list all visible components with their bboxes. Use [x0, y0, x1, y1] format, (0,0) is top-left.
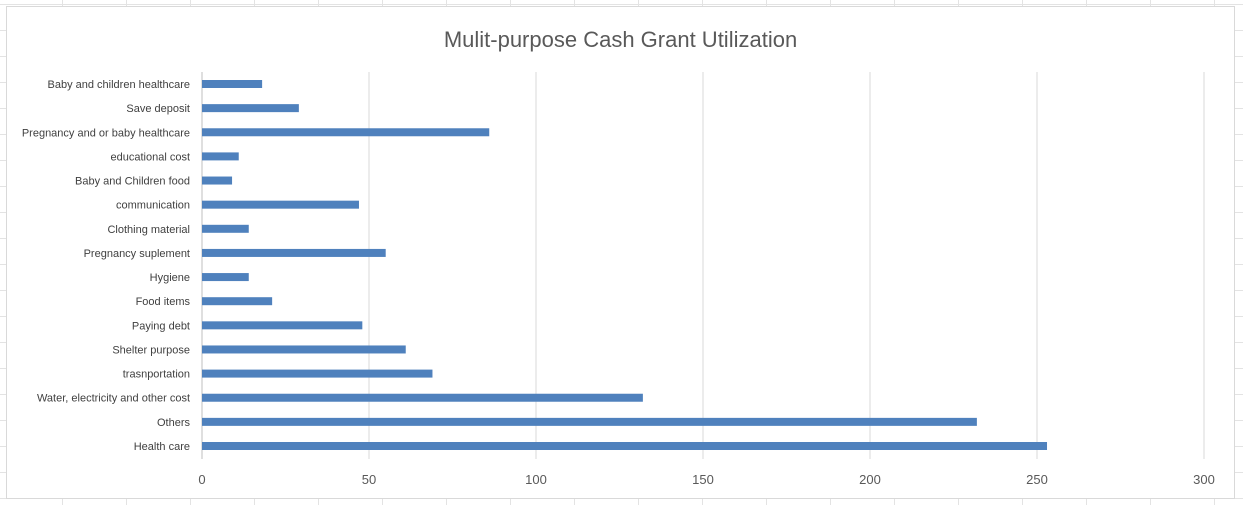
category-label-2: Water, electricity and other cost: [37, 393, 190, 405]
bar-10: [202, 200, 359, 209]
category-label-11: Baby and Children food: [75, 176, 190, 188]
category-label-15: Baby and children healthcare: [48, 79, 190, 91]
category-label-0: Health care: [134, 441, 190, 453]
bar-4: [202, 345, 406, 354]
x-tick-label-0: 0: [198, 472, 205, 487]
category-label-4: Shelter purpose: [112, 344, 190, 356]
bar-5: [202, 321, 363, 330]
x-tick-label-200: 200: [859, 472, 881, 487]
x-tick-label-100: 100: [525, 472, 547, 487]
chart-title: Mulit-purpose Cash Grant Utilization: [443, 27, 798, 52]
category-label-13: Pregnancy and or baby healthcare: [22, 127, 190, 139]
bar-13: [202, 128, 490, 137]
category-label-7: Hygiene: [150, 272, 190, 284]
bar-15: [202, 80, 263, 88]
category-label-1: Others: [157, 417, 191, 429]
category-label-14: Save deposit: [126, 103, 190, 115]
category-label-5: Paying debt: [132, 320, 190, 332]
category-label-6: Food items: [136, 296, 191, 308]
category-label-8: Pregnancy suplement: [84, 248, 190, 260]
category-label-9: Clothing material: [107, 224, 190, 236]
bar-6: [202, 297, 273, 306]
bar-0: [202, 442, 1048, 450]
bar-7: [202, 273, 249, 282]
category-label-12: educational cost: [111, 151, 191, 163]
x-tick-label-300: 300: [1193, 472, 1215, 487]
x-tick-label-50: 50: [362, 472, 376, 487]
category-label-10: communication: [116, 200, 190, 212]
bar-9: [202, 224, 249, 233]
bar-8: [202, 248, 386, 257]
bar-2: [202, 393, 643, 402]
bar-14: [202, 104, 299, 113]
x-tick-label-150: 150: [692, 472, 714, 487]
bar-11: [202, 176, 233, 185]
bar-3: [202, 369, 433, 378]
bar-1: [202, 417, 977, 426]
category-label-3: trasnportation: [123, 369, 190, 381]
bar-12: [202, 152, 239, 161]
x-tick-label-250: 250: [1026, 472, 1048, 487]
